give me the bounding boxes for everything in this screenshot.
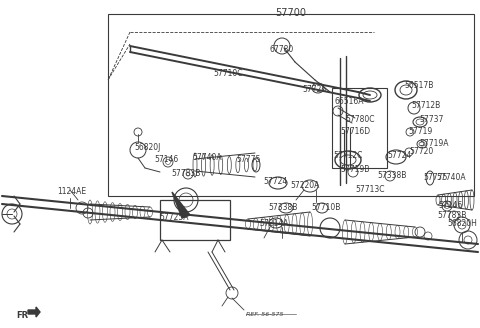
Text: 57724: 57724: [387, 151, 411, 159]
Polygon shape: [172, 192, 190, 218]
Text: 1124AE: 1124AE: [58, 187, 86, 195]
Text: 57719A: 57719A: [419, 138, 449, 148]
Bar: [332, 88, 387, 168]
Text: 57719B: 57719B: [340, 166, 370, 174]
Text: 57775: 57775: [424, 173, 448, 181]
Text: 57146: 57146: [438, 200, 462, 210]
Text: 57710B: 57710B: [312, 203, 341, 213]
Text: 57713C: 57713C: [355, 184, 385, 194]
Text: 57146: 57146: [154, 154, 178, 163]
Bar: [160, 200, 230, 240]
Text: 66516A: 66516A: [334, 96, 364, 106]
Text: REF. 56-575: REF. 56-575: [246, 312, 284, 317]
Bar: [108, 14, 474, 196]
Text: 57710C: 57710C: [213, 69, 243, 77]
Text: FR: FR: [16, 312, 28, 320]
Text: 57720: 57720: [409, 147, 433, 155]
Text: 67780: 67780: [270, 46, 294, 54]
Text: 57740A: 57740A: [436, 174, 466, 182]
Text: 57220A: 57220A: [290, 180, 320, 190]
Text: 57214A: 57214A: [259, 218, 288, 228]
Text: 56820J: 56820J: [135, 144, 161, 153]
Text: 57712B: 57712B: [411, 101, 441, 111]
Text: 56517B: 56517B: [404, 80, 434, 90]
Text: 57737: 57737: [420, 115, 444, 125]
Text: 57724: 57724: [263, 177, 287, 187]
Text: 57783B: 57783B: [171, 169, 201, 177]
Text: 57780C: 57780C: [345, 115, 375, 125]
Text: 57712C: 57712C: [333, 151, 363, 159]
Text: 57740A: 57740A: [192, 154, 222, 162]
Text: 56820H: 56820H: [447, 219, 477, 229]
Text: 57775: 57775: [237, 155, 261, 165]
Text: 57716D: 57716D: [340, 128, 370, 136]
Text: 57338B: 57338B: [377, 171, 407, 179]
Text: 57719: 57719: [408, 127, 432, 135]
Text: 57700: 57700: [276, 8, 307, 18]
Text: 57725A: 57725A: [159, 214, 189, 222]
Text: 57726: 57726: [302, 86, 326, 94]
Text: 57338B: 57338B: [268, 203, 298, 213]
Polygon shape: [28, 307, 40, 317]
Text: 57783B: 57783B: [437, 211, 467, 219]
